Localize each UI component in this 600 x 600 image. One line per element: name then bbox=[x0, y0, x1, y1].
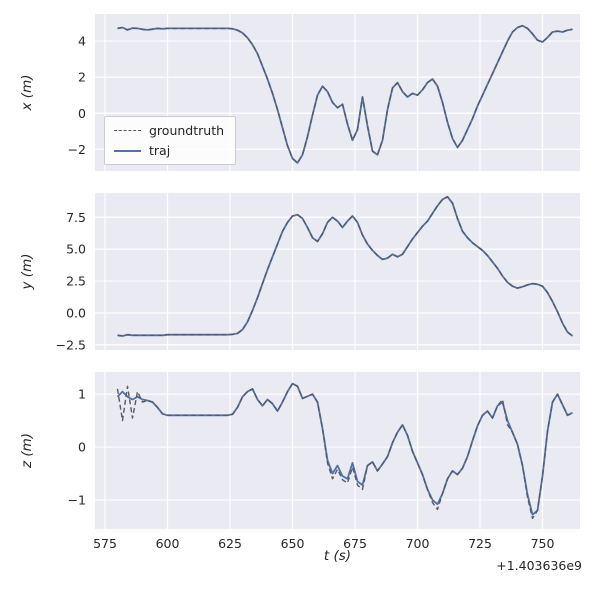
x-tick-label: 725 bbox=[468, 536, 492, 551]
y-tick-label: 5.0 bbox=[66, 242, 86, 257]
y-tick-label: 2 bbox=[78, 70, 86, 85]
x-tick-label: 700 bbox=[406, 536, 430, 551]
traj-line-sample bbox=[114, 149, 141, 152]
axis-offset-text: +1.403636e9 bbox=[496, 558, 582, 573]
x-tick-label: 750 bbox=[531, 536, 555, 551]
groundtruth-line bbox=[116, 382, 573, 520]
groundtruth-line bbox=[117, 196, 573, 337]
y-tick-label: 0 bbox=[78, 440, 86, 455]
y-tick-label: 7.5 bbox=[66, 210, 86, 225]
y-axis-label: y (m) bbox=[19, 254, 35, 291]
y-tick-label: −1 bbox=[68, 492, 86, 507]
x-tick-label: 650 bbox=[281, 536, 305, 551]
y-tick-label: −2 bbox=[68, 142, 86, 157]
subplot-y: −2.5 0.0 2.5 5.0 7.5 y (m) bbox=[19, 193, 580, 352]
y-tick-label: 4 bbox=[78, 34, 86, 49]
groundtruth-line bbox=[117, 25, 573, 164]
y-tick-label: 0 bbox=[78, 106, 86, 121]
y-tick-label: −2.5 bbox=[56, 337, 86, 352]
groundtruth-line-sample bbox=[114, 130, 141, 131]
y-tick-label: 2.5 bbox=[66, 274, 86, 289]
legend: groundtruth traj bbox=[104, 116, 237, 165]
x-axis-label: t (s) bbox=[323, 548, 352, 564]
y-tick-label: 1 bbox=[78, 387, 86, 402]
legend-label-groundtruth: groundtruth bbox=[149, 123, 225, 138]
legend-item-traj: traj bbox=[114, 143, 224, 158]
legend-item-groundtruth: groundtruth bbox=[114, 123, 224, 138]
y-tick-label: 0.0 bbox=[66, 305, 86, 320]
x-tick-label: 575 bbox=[93, 536, 117, 551]
x-tick-label: 625 bbox=[218, 536, 242, 551]
legend-label-traj: traj bbox=[149, 143, 171, 158]
subplot-z: −1 0 1 575 600 625 650 675 700 725 750 z (m) bbox=[19, 372, 580, 551]
plot-area bbox=[95, 372, 580, 529]
y-axis-label: x (m) bbox=[19, 75, 35, 112]
x-tick-label: 600 bbox=[156, 536, 180, 551]
x-tick-label: 675 bbox=[343, 536, 367, 551]
y-axis-label: z (m) bbox=[19, 433, 35, 469]
